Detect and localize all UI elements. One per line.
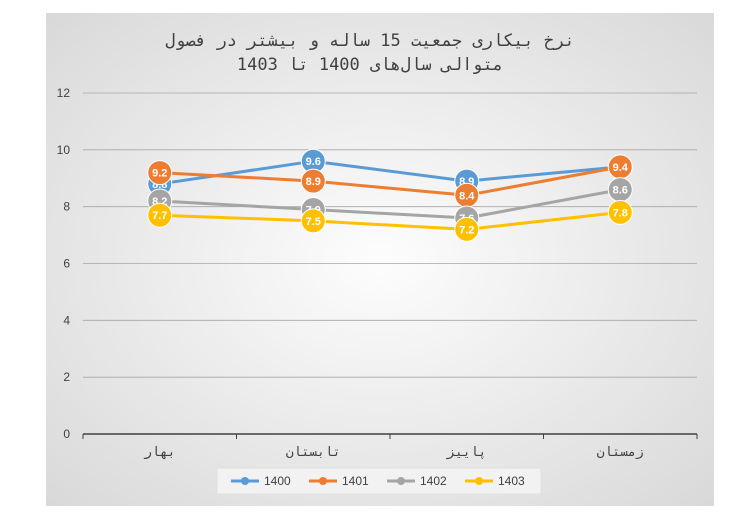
series-line-1403 <box>159 210 621 231</box>
chart-title-line: متوالی سال‌های 1400 تا 1403 <box>237 55 503 75</box>
x-tick-label: تابستان <box>286 445 341 460</box>
data-label-1401: 8.9 <box>306 176 321 188</box>
legend-label-1400: 1400 <box>264 474 291 488</box>
y-tick-label: 4 <box>63 313 70 327</box>
series-line-1401 <box>159 165 621 197</box>
y-tick-label: 2 <box>63 370 70 384</box>
y-tick-label: 12 <box>57 86 71 100</box>
legend-marker-1402 <box>397 477 405 485</box>
data-label-1403: 7.5 <box>306 216 321 228</box>
series-line-1400 <box>159 159 621 186</box>
legend-marker-1401 <box>319 477 327 485</box>
data-label-1403: 7.8 <box>613 207 628 219</box>
x-tick-label: بهار <box>143 445 175 460</box>
x-tick-label: زمستان <box>597 445 644 460</box>
y-tick-label: 6 <box>63 257 70 271</box>
y-tick-label: 8 <box>63 200 70 214</box>
line-chart: نرخ بیکاری جمعیت 15 ساله و بیشتر در فصول… <box>46 13 714 506</box>
data-label-1403: 7.7 <box>152 210 167 222</box>
x-tick-label: پاییز <box>445 445 486 460</box>
data-label-1401: 8.4 <box>459 190 475 202</box>
chart-title-line: نرخ بیکاری جمعیت 15 ساله و بیشتر در فصول <box>165 31 574 51</box>
y-tick-label: 0 <box>63 427 70 441</box>
data-point-1401 <box>300 168 326 194</box>
legend-label-1402: 1402 <box>420 474 447 488</box>
data-label-1402: 8.6 <box>613 185 628 197</box>
data-label-1400: 9.6 <box>306 156 321 168</box>
data-point-1403 <box>147 202 173 228</box>
data-label-1403: 7.2 <box>459 224 474 236</box>
legend-label-1403: 1403 <box>498 474 525 488</box>
chart-background <box>46 13 714 506</box>
series-line-1402 <box>159 188 621 220</box>
legend-label-1401: 1401 <box>342 474 369 488</box>
chart-frame: نرخ بیکاری جمعیت 15 ساله و بیشتر در فصول… <box>46 13 714 506</box>
data-point-1401 <box>147 160 173 186</box>
data-point-1403 <box>607 199 633 225</box>
legend-marker-1403 <box>475 477 483 485</box>
y-tick-label: 10 <box>57 143 71 157</box>
data-point-1403 <box>454 216 480 242</box>
data-point-1403 <box>300 208 326 234</box>
legend-marker-1400 <box>241 477 249 485</box>
data-label-1401: 9.2 <box>152 168 167 180</box>
data-label-1401: 9.4 <box>613 162 629 174</box>
